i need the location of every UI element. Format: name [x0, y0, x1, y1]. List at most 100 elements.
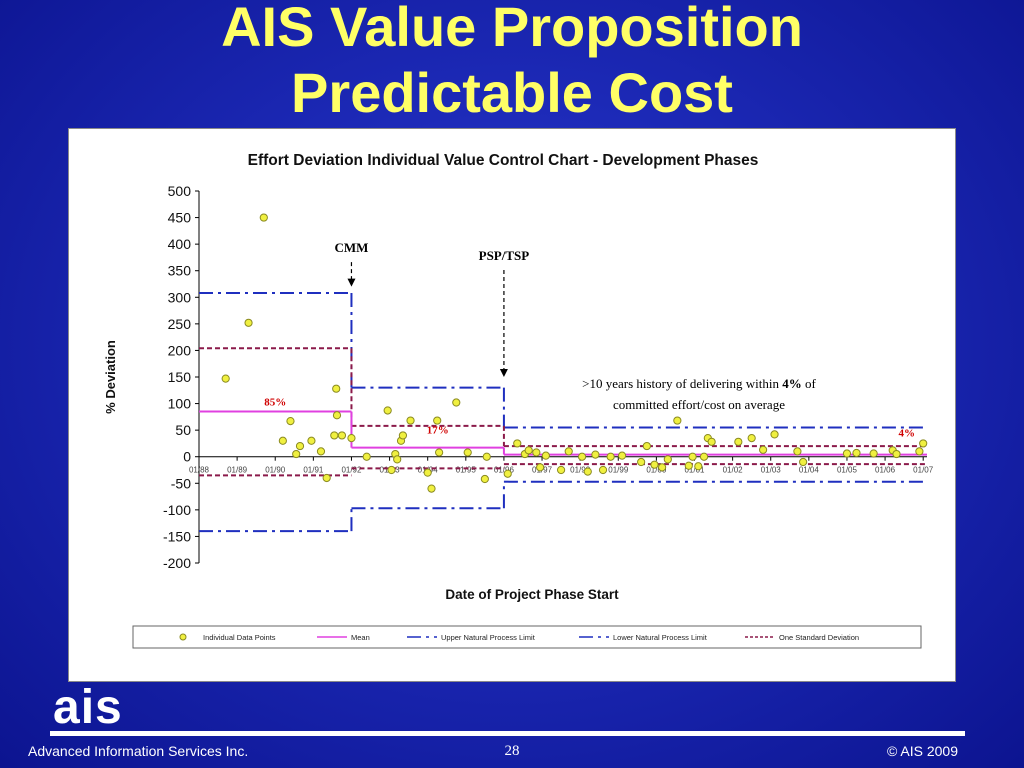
data-point — [793, 447, 802, 456]
x-tick-label: 01/92 — [341, 466, 362, 475]
data-point — [322, 473, 331, 483]
history-note-span: 4% — [782, 376, 802, 391]
data-point — [307, 436, 316, 445]
data-point — [842, 449, 852, 458]
data-point — [684, 461, 693, 470]
x-tick-label: 01/01 — [684, 466, 705, 475]
data-point — [919, 439, 928, 448]
legend-entry-label: Upper Natural Process Limit — [441, 633, 536, 642]
data-point — [393, 455, 402, 464]
data-point — [541, 451, 550, 460]
data-point — [707, 437, 716, 446]
data-point — [383, 406, 392, 415]
chart-title: Effort Deviation Individual Value Contro… — [248, 152, 759, 169]
data-point — [423, 468, 432, 477]
data-point — [330, 431, 339, 440]
legend: Individual Data Points Mean Upper Natural … — [132, 625, 922, 649]
data-point — [564, 447, 573, 456]
history-note-line-1: >10 years history of delivering within 4… — [582, 376, 816, 391]
legend-marker-points — [179, 633, 187, 641]
y-tick-label: 400 — [168, 236, 192, 252]
slide-title-line-1: AIS Value Proposition — [221, 0, 803, 58]
axes-group: 500450400350300250200150100500-50-100-15… — [163, 183, 934, 571]
y-tick-label: 450 — [168, 210, 192, 226]
x-tick-label: 01/91 — [303, 466, 324, 475]
data-point — [244, 318, 253, 327]
data-point — [598, 465, 608, 475]
x-tick-label: 01/04 — [799, 466, 820, 475]
x-tick-label: 01/96 — [494, 466, 515, 475]
data-point — [657, 463, 667, 472]
data-point — [617, 451, 627, 460]
data-point — [286, 417, 295, 426]
y-tick-label: -100 — [163, 502, 191, 518]
data-point — [673, 416, 682, 425]
data-point — [650, 460, 659, 469]
control-lines-group: 85% 17% 4% — [199, 292, 927, 533]
data-point — [398, 431, 408, 440]
x-tick-label: 01/95 — [456, 466, 477, 475]
data-point — [747, 434, 756, 443]
footer-copyright: © AIS 2009 — [886, 743, 958, 759]
x-tick-label: 01/05 — [837, 466, 858, 475]
data-point — [452, 398, 461, 407]
ais-logo: ais — [53, 681, 123, 734]
y-tick-label: 500 — [168, 183, 192, 199]
legend-entry-label: One Standard Deviation — [779, 633, 859, 642]
data-point — [869, 449, 878, 458]
data-point — [332, 411, 342, 420]
data-point — [435, 448, 444, 457]
data-point — [406, 416, 415, 425]
data-point — [759, 445, 768, 454]
annotation-label: PSP/TSP — [479, 248, 530, 263]
y-tick-label: -50 — [171, 475, 191, 491]
data-point — [292, 449, 301, 459]
data-point — [524, 446, 533, 455]
data-point — [577, 452, 587, 461]
phase-mean-label: 17% — [427, 425, 449, 437]
data-point — [688, 452, 697, 461]
x-axis-label: Date of Project Phase Start — [445, 587, 619, 602]
y-tick-label: 150 — [168, 369, 192, 385]
chart-panel: Effort Deviation Individual Value Contro… — [68, 128, 956, 682]
footer-company: Advanced Information Services Inc. — [28, 743, 249, 759]
data-point — [482, 452, 491, 461]
data-point — [642, 441, 651, 451]
annotation-arrow-head — [499, 369, 508, 377]
legend-entry-label: Individual Data Points — [203, 633, 276, 642]
x-tick-label: 01/88 — [189, 466, 210, 475]
data-point — [221, 374, 230, 383]
data-point — [463, 448, 472, 457]
x-tick-label: 01/03 — [761, 466, 782, 475]
slide-title-line-2: Predictable Cost — [291, 61, 733, 124]
annotation-arrow-head — [347, 278, 356, 287]
data-point — [427, 484, 436, 493]
data-point — [362, 452, 371, 461]
phase-mean-label: 85% — [264, 397, 286, 409]
data-point — [316, 447, 326, 456]
legend-box — [132, 625, 922, 649]
legend-entry-label: Lower Natural Process Limit — [613, 633, 708, 642]
data-point — [295, 441, 305, 451]
history-note-span: >10 years history of delivering within — [582, 376, 782, 391]
data-point — [663, 455, 672, 464]
data-point — [556, 465, 566, 475]
y-axis-label: % Deviation — [103, 340, 118, 414]
data-point — [337, 431, 347, 440]
data-point — [259, 213, 268, 222]
x-tick-label: 01/02 — [723, 466, 744, 475]
data-point — [770, 430, 779, 439]
data-point — [387, 465, 396, 475]
data-point — [480, 474, 489, 484]
phase-mean-label: 4% — [899, 428, 916, 440]
y-tick-label: 300 — [168, 289, 192, 305]
data-point — [637, 457, 646, 467]
x-tick-label: 01/06 — [875, 466, 896, 475]
data-point — [734, 437, 743, 446]
data-point — [606, 452, 615, 461]
data-point — [332, 384, 341, 393]
data-point — [915, 447, 924, 456]
data-point — [278, 436, 287, 445]
y-tick-label: 0 — [183, 449, 191, 465]
annotation-label: CMM — [334, 240, 368, 255]
